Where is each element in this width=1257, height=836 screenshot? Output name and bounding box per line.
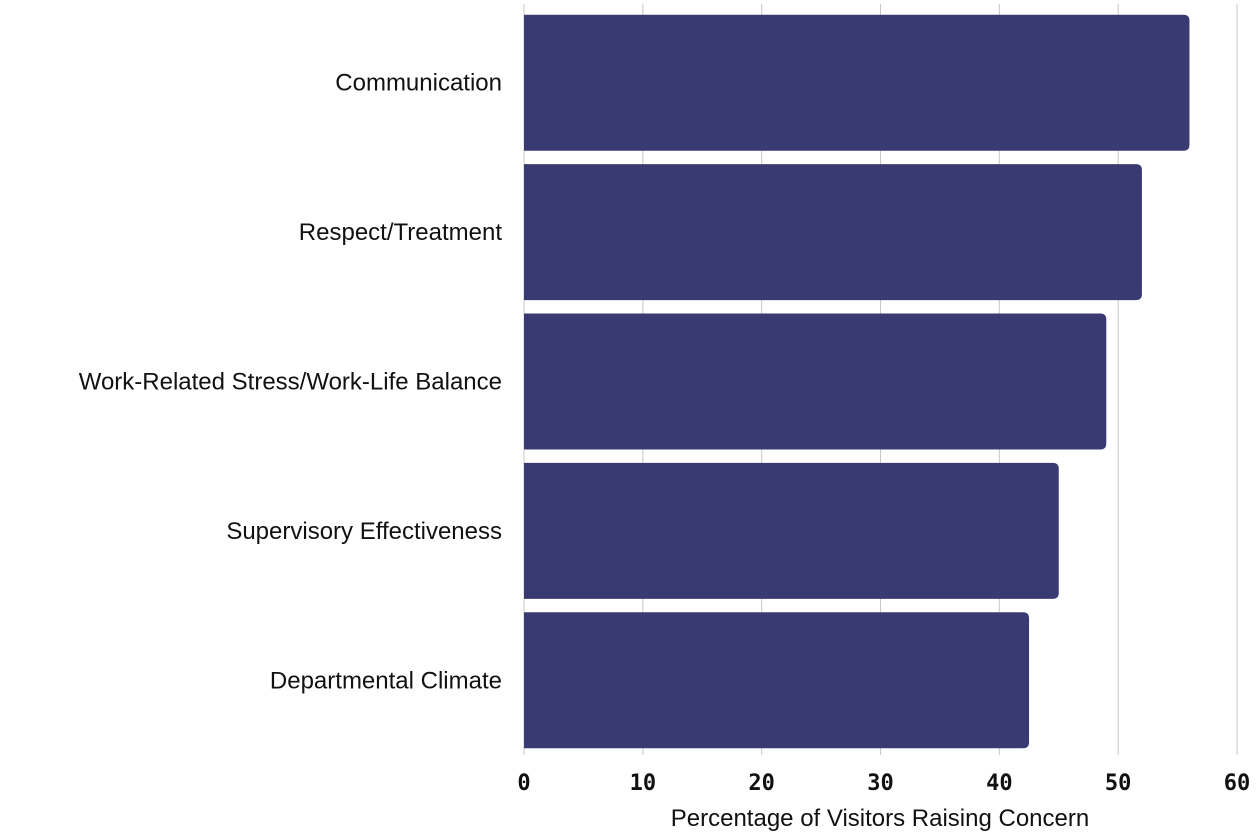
- category-label: Departmental Climate: [270, 667, 502, 694]
- category-label: Supervisory Effectiveness: [226, 518, 502, 545]
- bar-supervisory-effectiveness: [524, 462, 1059, 599]
- x-tick-label: 50: [1105, 771, 1132, 796]
- bars: [524, 14, 1190, 749]
- x-tick-label: 0: [517, 771, 530, 796]
- bar-respect-treatment: [524, 164, 1142, 301]
- bar-work-related-stress-work-life-balance: [524, 313, 1107, 450]
- x-tick-label: 60: [1224, 771, 1251, 796]
- category-label: Communication: [335, 70, 502, 97]
- bar-communication: [524, 14, 1190, 151]
- category-labels: Communication Respect/Treatment Work-Relat…: [79, 70, 503, 695]
- x-tick-label: 40: [986, 771, 1013, 796]
- x-axis-title: Percentage of Visitors Raising Concern: [671, 805, 1089, 832]
- x-tick-label: 30: [867, 771, 894, 796]
- category-label: Work-Related Stress/Work-Life Balance: [79, 369, 502, 396]
- bar-departmental-climate: [524, 612, 1030, 749]
- x-tick-label: 20: [748, 771, 775, 796]
- x-tick-labels: 0 10 20 30 40 50 60: [517, 771, 1250, 796]
- category-label: Respect/Treatment: [299, 219, 503, 246]
- x-tick-label: 10: [630, 771, 657, 796]
